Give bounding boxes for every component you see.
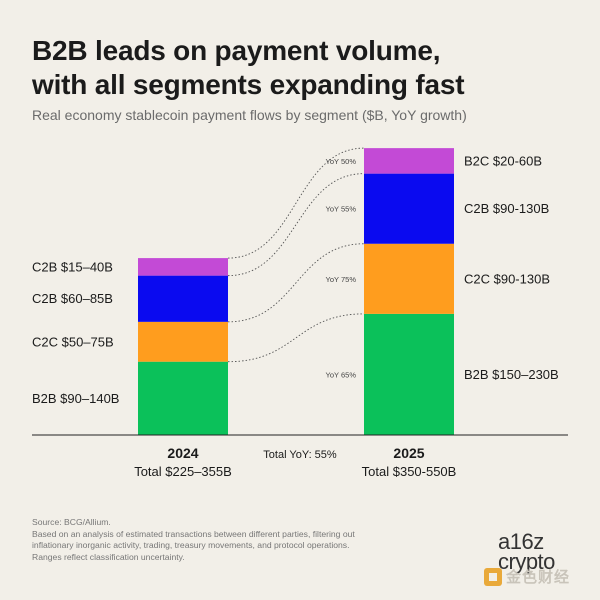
category-total-2024: Total $225–355B (134, 464, 232, 479)
chart-title-line-2: with all segments expanding fast (32, 69, 465, 100)
footer-source: Source: BCG/Allium. (32, 517, 111, 527)
chart-title: B2B leads on payment volume, with all se… (32, 34, 572, 102)
yoy-label-c2c: YoY 75% (326, 275, 357, 284)
segment-label-2024-b2b: B2B $90–140B (32, 391, 119, 406)
chart-subtitle: Real economy stablecoin payment flows by… (32, 107, 467, 123)
category-label-2025: 2025 (393, 445, 424, 461)
segment-label-2024-c2c: C2C $50–75B (32, 334, 114, 349)
yoy-label-b2c: YoY 50% (326, 157, 357, 166)
logo-line-1: a16z (498, 529, 544, 554)
connector-b2b (227, 313, 365, 363)
yoy-label-c2b: YoY 55% (326, 205, 357, 214)
footer-note-line-3: Ranges reflect classification uncertaint… (32, 551, 185, 562)
bar-segment-2025-c2b (364, 173, 454, 244)
category-label-2024: 2024 (167, 445, 198, 461)
bar-segment-2025-b2b (364, 313, 454, 435)
watermark-icon (484, 567, 502, 586)
jinse-watermark: 金色财经 (484, 566, 570, 587)
segment-label-2024-c2b: C2B $60–85B (32, 291, 113, 306)
bar-segment-2024-c2b (138, 275, 228, 322)
segment-label-2025-b2c: B2C $20-60B (464, 153, 542, 168)
footer-note-line-2: inflationary inorganic activity, trading… (32, 540, 350, 550)
yoy-label-b2b: YoY 65% (326, 370, 357, 379)
segment-label-2024-b2c: C2B $15–40B (32, 259, 113, 274)
footer-note-line-1: Based on an analysis of estimated transa… (32, 528, 355, 539)
footer-notes: Source: BCG/Allium. Based on an analysis… (32, 517, 412, 563)
segment-label-2025-c2b: C2B $90-130B (464, 201, 549, 216)
segment-label-2025-b2b: B2B $150–230B (464, 367, 559, 382)
segment-label-2025-c2c: C2C $90-130B (464, 271, 550, 286)
bar-segment-2025-c2c (364, 243, 454, 314)
bar-segment-2025-b2c (364, 148, 454, 174)
bar-segment-2024-c2c (138, 321, 228, 362)
chart-title-line-1: B2B leads on payment volume, (32, 35, 441, 66)
logo-line-2: crypto (498, 549, 555, 574)
connector-c2b (227, 173, 365, 277)
category-total-2025: Total $350-550B (362, 464, 457, 479)
connector-b2c (227, 147, 365, 259)
bar-segment-2024-b2c (138, 258, 228, 276)
connector-c2c (227, 243, 365, 323)
bar-segment-2024-b2b (138, 361, 228, 435)
total-yoy-note: Total YoY: 55% (263, 449, 337, 461)
watermark-text: 金色财经 (506, 569, 571, 586)
a16z-crypto-logo: a16z crypto (498, 529, 555, 574)
